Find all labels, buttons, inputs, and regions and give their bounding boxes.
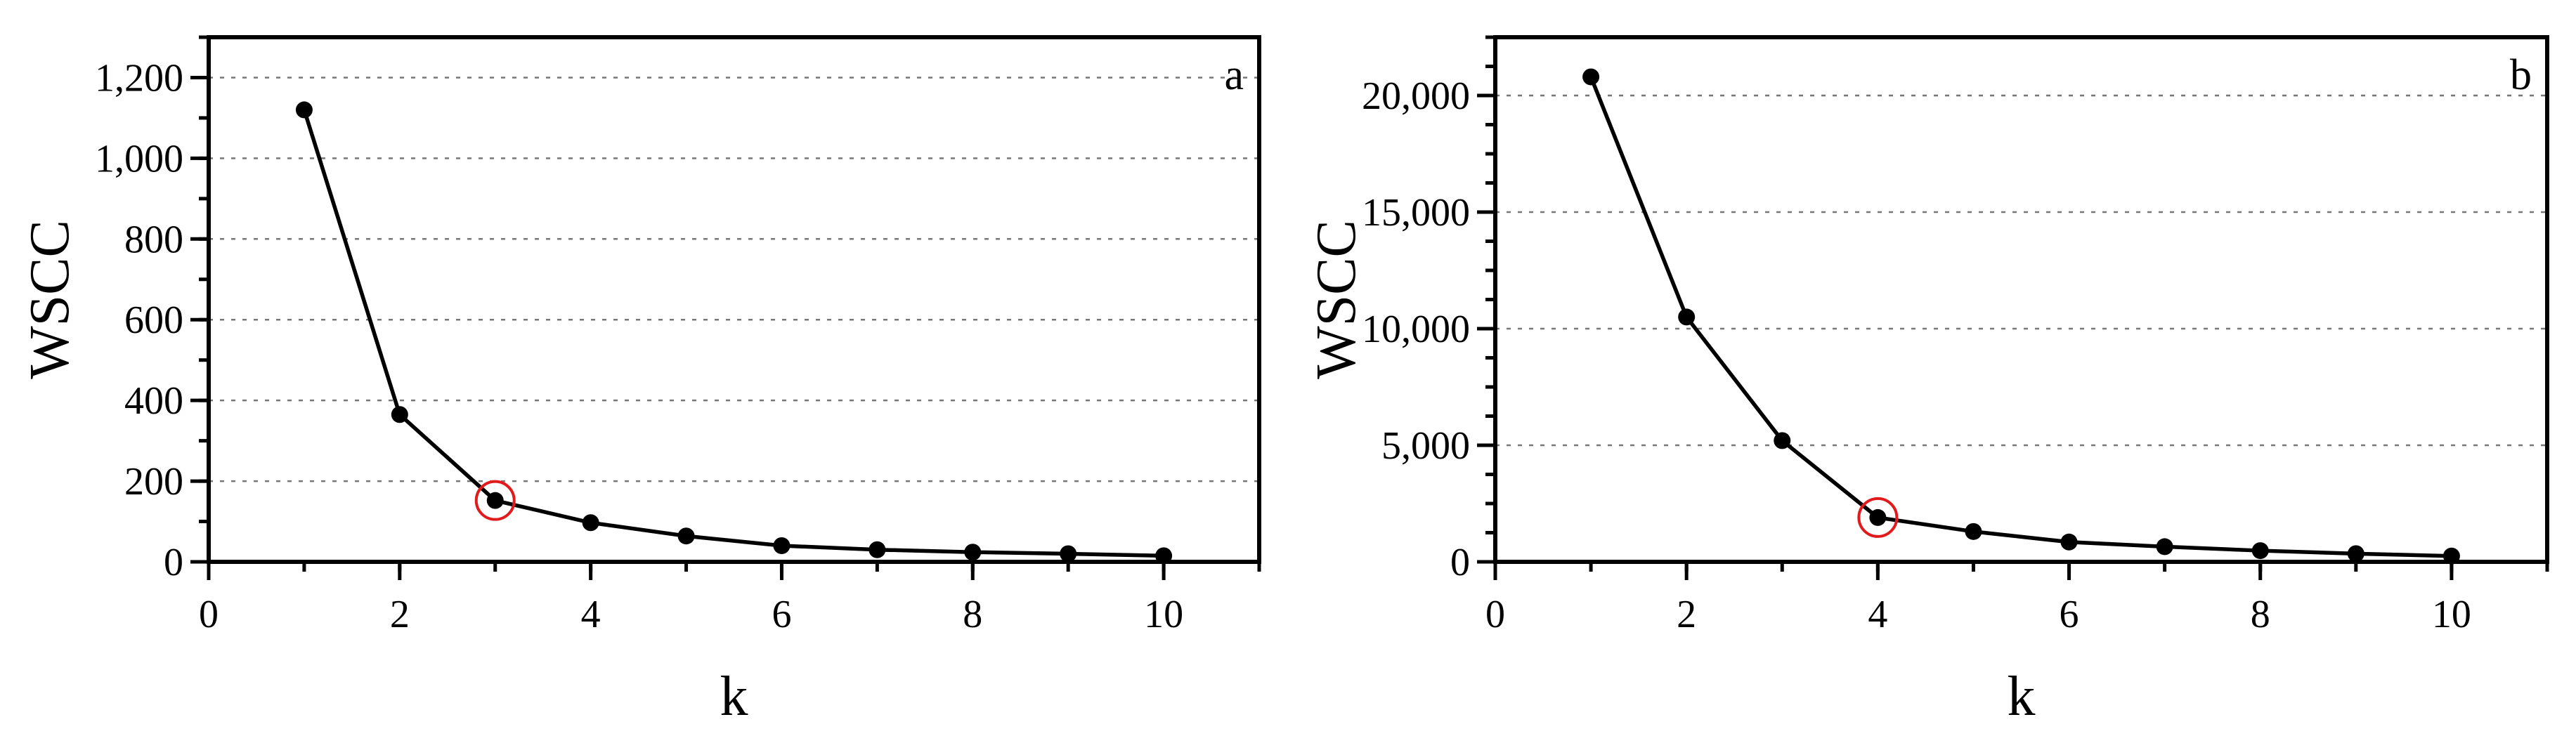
panel-label: a: [1224, 51, 1244, 99]
y-tick-label: 400: [124, 379, 183, 423]
y-tick-label: 15,000: [1362, 191, 1470, 235]
data-point: [1965, 523, 1982, 540]
y-tick-label: 800: [124, 218, 183, 261]
y-tick-label: 0: [164, 541, 183, 584]
x-tick-label: 4: [581, 593, 601, 636]
elbow-highlight-circle: [1857, 497, 1899, 538]
x-tick-label: 4: [1868, 593, 1887, 636]
data-point: [1582, 68, 1600, 86]
data-point: [1774, 432, 1791, 449]
y-tick-label: 1,200: [95, 56, 183, 100]
y-axis-title: WSCC: [19, 220, 81, 379]
y-tick-label: 600: [124, 298, 183, 342]
x-tick-label: 10: [2432, 593, 2471, 636]
y-tick-label: 10,000: [1362, 308, 1470, 351]
data-point: [964, 544, 982, 561]
series-line: [302, 109, 1164, 558]
plot-frame: [207, 35, 1261, 564]
panel-a: 0 200 400 600 800 1,000 1,200 0 2 4 6 8 10 k WSCC a: [19, 35, 1261, 728]
x-axis-title: k: [2008, 666, 2036, 728]
x-tick-label: 0: [199, 593, 219, 636]
data-point: [869, 541, 886, 558]
data-point: [582, 514, 599, 532]
y-tick-label: 200: [124, 460, 183, 504]
x-tick-label: 0: [1485, 593, 1505, 636]
data-point: [1869, 508, 1887, 526]
data-point: [295, 101, 313, 119]
panel-b: 0 5,000 10,000 15,000 20,000 0 2 4 6 8 10 k WSCC b: [1306, 35, 2549, 728]
y-axis-title: WSCC: [1306, 220, 1367, 379]
x-tick-label: 2: [1677, 593, 1696, 636]
data-point: [2347, 545, 2364, 563]
x-axis-title: k: [720, 666, 748, 728]
y-tick-label: 20,000: [1362, 74, 1470, 118]
x-tick-label: 10: [1144, 593, 1183, 636]
data-point: [2156, 538, 2173, 556]
data-point: [1678, 308, 1696, 326]
data-point: [1060, 545, 1077, 563]
data-point: [677, 527, 695, 545]
data-point: [2060, 533, 2078, 551]
y-tick-label: 0: [1450, 541, 1470, 584]
panel-label: b: [2510, 51, 2532, 99]
y-tick-label: 1,000: [95, 137, 183, 180]
series-line: [1589, 76, 2452, 558]
elbow-highlight-circle: [474, 480, 516, 521]
x-tick-label: 6: [2060, 593, 2079, 636]
data-point: [391, 406, 408, 423]
data-point: [773, 537, 791, 555]
x-tick-label: 8: [2251, 593, 2270, 636]
data-point: [1155, 547, 1173, 565]
x-tick-label: 6: [772, 593, 791, 636]
data-point: [2251, 542, 2269, 560]
x-tick-label: 2: [390, 593, 410, 636]
x-tick-label: 8: [963, 593, 982, 636]
y-tick-label: 5,000: [1381, 424, 1470, 468]
data-point: [2442, 547, 2460, 565]
plot-frame: [1493, 35, 2549, 564]
data-point: [486, 492, 504, 509]
